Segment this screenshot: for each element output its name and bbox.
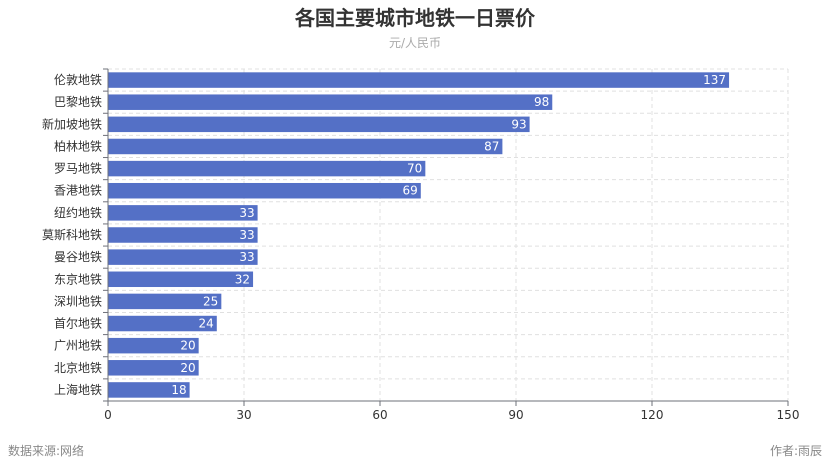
bar-value-label: 32 — [235, 272, 250, 286]
bar — [108, 205, 258, 221]
bar-value-label: 70 — [407, 162, 422, 176]
bar — [108, 138, 503, 155]
bar — [108, 249, 258, 265]
bar — [108, 160, 426, 177]
bar-value-label: 98 — [534, 95, 549, 109]
bar — [108, 271, 254, 288]
bar — [108, 94, 553, 110]
bar — [108, 360, 199, 376]
bar-value-label: 87 — [484, 139, 499, 153]
author-label: 作者:雨辰 — [769, 444, 822, 458]
y-tick-label: 纽约地铁 — [54, 205, 102, 220]
y-tick-label: 广州地铁 — [54, 339, 102, 353]
chart-subtitle: 元/人民币 — [388, 36, 442, 50]
x-tick-label: 60 — [372, 408, 387, 422]
y-tick-label: 柏林地铁 — [54, 138, 102, 153]
y-tick-label: 首尔地铁 — [54, 316, 102, 331]
y-tick-label: 香港地铁 — [54, 184, 102, 198]
bar — [108, 293, 222, 310]
x-tick-label: 90 — [508, 408, 523, 422]
x-tick-label: 150 — [777, 408, 800, 422]
y-tick-label: 罗马地铁 — [54, 162, 102, 176]
y-tick-label: 上海地铁 — [54, 382, 102, 397]
y-tick-label: 伦敦地铁 — [54, 72, 102, 87]
bar-value-label: 18 — [171, 383, 186, 397]
x-tick-label: 30 — [236, 408, 251, 422]
bar — [108, 315, 217, 332]
bar-value-label: 25 — [203, 294, 218, 308]
y-tick-label: 深圳地铁 — [54, 294, 102, 308]
bar-value-label: 20 — [180, 339, 195, 353]
bar-value-label: 20 — [180, 361, 195, 375]
bar — [108, 182, 421, 199]
y-tick-label: 东京地铁 — [54, 272, 102, 286]
bar-value-label: 24 — [199, 317, 214, 331]
grid-lines — [108, 68, 789, 401]
bar — [108, 116, 530, 133]
x-tick-label: 0 — [104, 408, 112, 422]
bar-value-label: 69 — [403, 184, 418, 198]
chart-title: 各国主要城市地铁一日票价 — [295, 6, 535, 30]
y-tick-label: 曼谷地铁 — [54, 250, 102, 264]
bars: 137 98 93 87 70 69 33 33 33 32 25 24 20 20 18 — [108, 72, 730, 398]
y-tick-label: 新加坡地铁 — [42, 116, 102, 131]
y-tick-label: 北京地铁 — [54, 361, 102, 375]
bar — [108, 227, 258, 243]
axes: 0 30 60 90 120 150 伦敦地铁巴黎地铁新加坡地铁柏林地铁罗马地铁香港地铁纽约… — [42, 68, 800, 422]
bar — [108, 382, 190, 398]
bar-value-label: 33 — [239, 206, 254, 220]
y-tick-label: 巴黎地铁 — [54, 95, 102, 109]
y-tick-label: 莫斯科地铁 — [42, 228, 102, 242]
bar-value-label: 33 — [239, 250, 254, 264]
bar-value-label: 33 — [239, 228, 254, 242]
bar — [108, 72, 730, 88]
bar-value-label: 137 — [703, 73, 726, 87]
bar-value-label: 93 — [511, 117, 526, 131]
x-tick-label: 120 — [641, 408, 664, 422]
bar — [108, 337, 199, 354]
data-source-label: 数据来源:网络 — [8, 444, 85, 458]
